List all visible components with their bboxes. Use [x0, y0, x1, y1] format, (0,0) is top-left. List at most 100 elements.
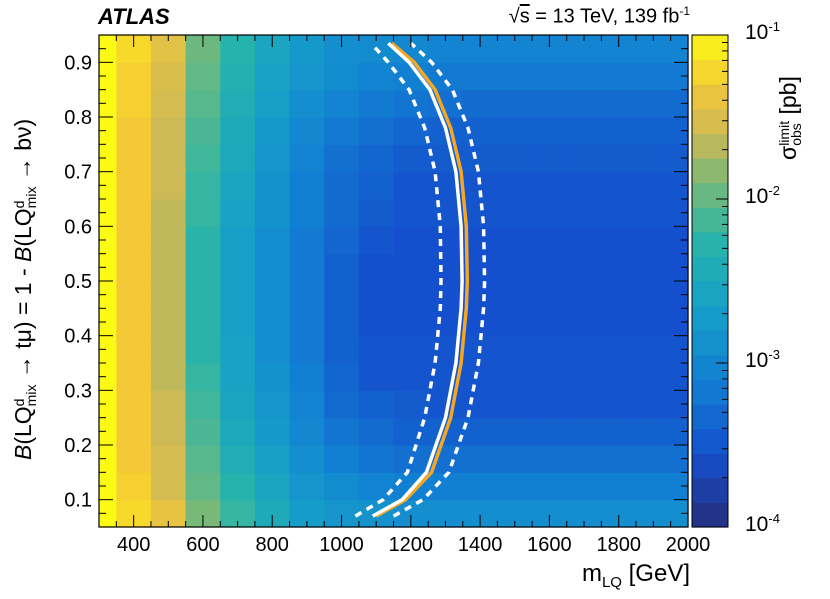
heatmap-cell [185, 281, 221, 309]
heatmap-cell [324, 62, 360, 91]
heatmap-cell [116, 117, 152, 145]
heatmap-cell [99, 117, 117, 145]
heatmap-cell [462, 472, 499, 501]
heatmap-cell [150, 117, 187, 145]
heatmap-cell [670, 89, 689, 118]
heatmap-cell [116, 281, 152, 309]
heatmap-cell [220, 171, 256, 200]
heatmap-cell [566, 390, 602, 419]
heatmap-cell [601, 253, 637, 282]
heatmap-cell [670, 117, 689, 145]
contour-line [371, 41, 464, 518]
heatmap-cell [99, 199, 117, 227]
heatmap-cell [462, 417, 499, 446]
heatmap-cell [99, 472, 117, 501]
colorbar-band [692, 59, 728, 85]
heatmap-cell [116, 62, 152, 91]
heatmap-cell [116, 171, 152, 200]
heatmap-cell [116, 89, 152, 118]
heatmap-cell [254, 417, 291, 446]
heatmap-cell [636, 226, 672, 255]
heatmap-cell [99, 363, 117, 391]
limit-contours [354, 41, 487, 518]
heatmap-cell [393, 117, 429, 145]
heatmap-cell [254, 62, 291, 91]
heatmap-cell [99, 445, 117, 473]
heatmap-cell [220, 226, 256, 255]
heatmap-cell [185, 117, 221, 145]
heatmap-cell [670, 472, 689, 501]
colorbar-band [692, 477, 728, 503]
heatmap-cell [324, 117, 360, 145]
heatmap-cell [220, 363, 256, 391]
heatmap-cell [254, 308, 291, 337]
heatmap-cell [185, 144, 221, 173]
heatmap-cell [99, 62, 117, 91]
y-tick-label: 0.2 [64, 435, 92, 457]
heatmap-cell [532, 417, 568, 446]
heatmap-cell [99, 35, 117, 63]
x-tick-label: 1600 [527, 534, 572, 556]
heatmap-cell [116, 335, 152, 364]
heatmap-cell [358, 62, 395, 91]
heatmap-cell [220, 89, 256, 118]
colorbar [691, 34, 729, 528]
heatmap-cell [254, 89, 291, 118]
heatmap-cell [289, 335, 325, 364]
heatmap-cell [99, 144, 117, 173]
heatmap-cell [566, 171, 602, 200]
heatmap-cell [670, 62, 689, 91]
heatmap-cell [566, 472, 602, 501]
colorbar-band [692, 502, 728, 528]
x-tick-label: 1400 [458, 534, 503, 556]
heatmap-cell [532, 390, 568, 419]
heatmap-cell [497, 445, 533, 473]
heatmap-cell [254, 445, 291, 473]
heatmap-cell [150, 144, 187, 173]
heatmap-cell [116, 199, 152, 227]
heatmap-cell [601, 199, 637, 227]
heatmap-cell [532, 363, 568, 391]
heatmap-cell [185, 171, 221, 200]
heatmap-cell [220, 390, 256, 419]
heatmap-cell [532, 62, 568, 91]
heatmap-cell [462, 308, 499, 337]
heatmap-cell [497, 89, 533, 118]
heatmap-cell [601, 308, 637, 337]
heatmap-cell [220, 117, 256, 145]
heatmap-cell [324, 308, 360, 337]
heatmap-cell [254, 253, 291, 282]
y-tick-label: 0.9 [64, 52, 92, 74]
colorbar-band [692, 453, 728, 479]
heatmap-cell [358, 472, 395, 501]
x-tick-label: 2000 [666, 534, 711, 556]
heatmap-cell [324, 417, 360, 446]
colorbar-band [692, 133, 728, 159]
heatmap-cell [150, 226, 187, 255]
heatmap-cell [185, 445, 221, 473]
heatmap-cell [566, 89, 602, 118]
heatmap-cell [324, 335, 360, 364]
heatmap-cell [497, 281, 533, 309]
heatmap-cell [358, 390, 395, 419]
heatmap-cell [670, 417, 689, 446]
heatmap-cell [636, 89, 672, 118]
atlas-label: ATLAS [98, 4, 170, 29]
colorbar-title: σlimit obs [pb] [775, 76, 804, 160]
heatmap-cell [185, 390, 221, 419]
heatmap-cell [636, 445, 672, 473]
colorbar-band [692, 256, 728, 282]
heatmap-cell [116, 390, 152, 419]
heatmap-cell [393, 253, 429, 282]
heatmap-cell [670, 281, 689, 309]
colorbar-band [692, 330, 728, 356]
heatmap-cell [99, 417, 117, 446]
heatmap-cell [393, 363, 429, 391]
heatmap-cell [358, 89, 395, 118]
heatmap-cell [185, 253, 221, 282]
x-tick-label: 600 [186, 534, 219, 556]
heatmap-cell [636, 62, 672, 91]
heatmap-cell [462, 363, 499, 391]
heatmap-cell [99, 390, 117, 419]
